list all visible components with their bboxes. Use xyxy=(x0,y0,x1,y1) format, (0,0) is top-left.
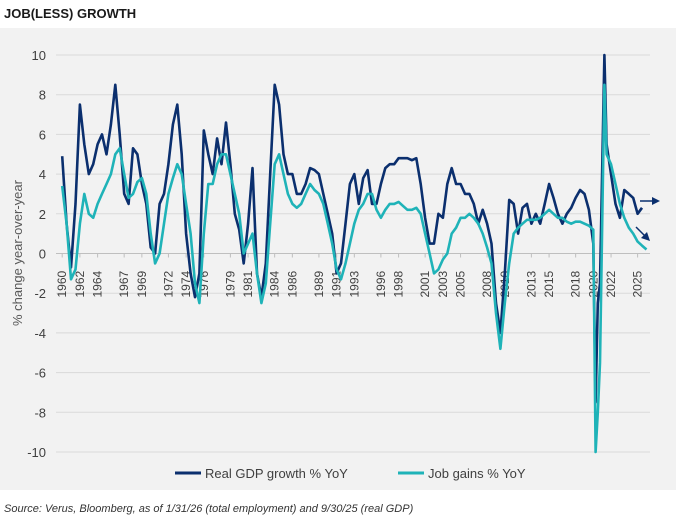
x-tick-label: 1989 xyxy=(312,270,326,297)
x-tick-label: 2013 xyxy=(524,270,538,297)
x-tick-label: 2025 xyxy=(631,270,645,297)
x-tick-label: 1972 xyxy=(161,270,175,297)
x-tick-label: 2008 xyxy=(480,270,494,297)
x-tick-label: 1969 xyxy=(135,270,149,297)
arrows xyxy=(635,197,660,241)
x-tick-label: 1981 xyxy=(241,270,255,297)
y-tick-label: 4 xyxy=(39,167,46,182)
x-tick-label: 1998 xyxy=(392,270,406,297)
x-tick-label: 2018 xyxy=(569,270,583,297)
x-tick-label: 1979 xyxy=(223,270,237,297)
series-line xyxy=(60,83,648,454)
source-note: Source: Verus, Bloomberg, as of 1/31/26 … xyxy=(4,503,414,515)
y-tick-label: 2 xyxy=(39,207,46,222)
x-tick-label: 1984 xyxy=(268,270,282,297)
y-tick-label: 10 xyxy=(32,48,46,63)
y-tick-label: 6 xyxy=(39,127,46,142)
arrow-head xyxy=(641,232,650,241)
legend-label: Real GDP growth % YoY xyxy=(205,466,348,481)
x-tick-label: 1962 xyxy=(73,270,87,297)
series-line xyxy=(60,53,644,404)
x-tick-label: 2001 xyxy=(418,270,432,297)
y-tick-label: 0 xyxy=(39,247,46,262)
x-tick-label: 1964 xyxy=(91,270,105,297)
y-tick-label: -2 xyxy=(34,286,46,301)
x-tick-label: 1993 xyxy=(347,270,361,297)
chart-title: JOB(LESS) GROWTH xyxy=(4,6,136,21)
chart-background xyxy=(0,28,676,490)
x-tick-label: 1986 xyxy=(285,270,299,297)
x-tick-label: 1996 xyxy=(374,270,388,297)
y-axis-label: % change year-over-year xyxy=(10,179,25,326)
x-tick-label: 1967 xyxy=(117,270,131,297)
x-tick-label: 2003 xyxy=(436,270,450,297)
x-tick-label: 2022 xyxy=(604,270,618,297)
y-tick-label: -4 xyxy=(34,326,46,341)
x-tick-label: 1974 xyxy=(179,270,193,297)
y-tick-label: 8 xyxy=(39,88,46,103)
x-tick-label: 2015 xyxy=(542,270,556,297)
legend-label: Job gains % YoY xyxy=(428,466,526,481)
y-tick-label: -10 xyxy=(27,445,46,460)
y-tick-label: -6 xyxy=(34,366,46,381)
x-tick-label: 2005 xyxy=(454,270,468,297)
x-tick-label: 1960 xyxy=(55,270,69,297)
arrow-head xyxy=(652,197,660,205)
y-tick-label: -8 xyxy=(34,405,46,420)
